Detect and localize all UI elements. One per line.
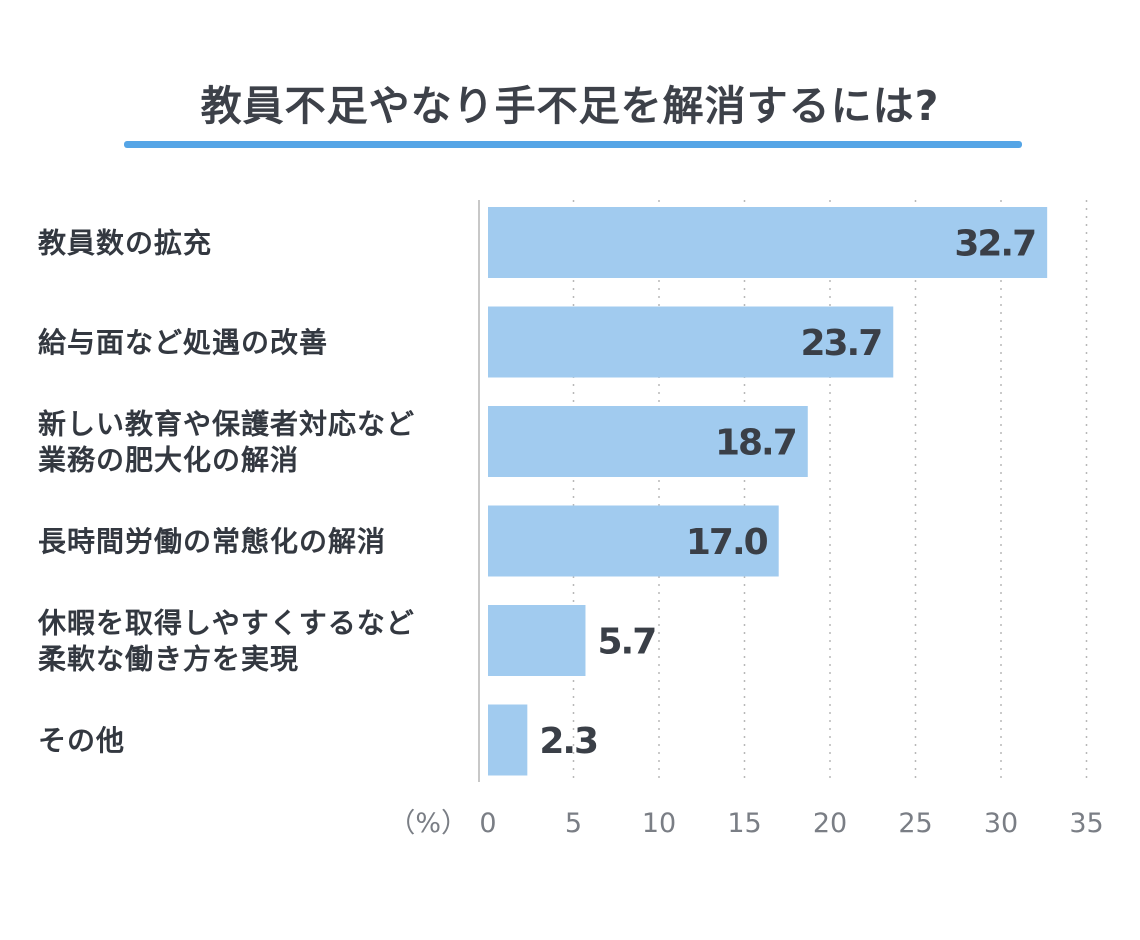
unit-label: （%） [388, 808, 468, 839]
bar-1 [488, 207, 1048, 278]
category-label-5-line-2: 柔軟な働き方を実現 [38, 643, 299, 676]
x-tick-label-30: 30 [984, 808, 1018, 839]
category-label-4: 長時間労働の常態化の解消 [38, 525, 386, 558]
category-label-6: その他 [38, 724, 125, 757]
x-tick-label-25: 25 [898, 808, 932, 839]
category-label-5-line-1: 休暇を取得しやすくするなど [37, 607, 415, 640]
x-tick-label-20: 20 [813, 808, 847, 839]
value-label-2: 23.7 [800, 323, 881, 364]
x-tick-label-5: 5 [565, 808, 582, 839]
category-label-1: 教員数の拡充 [38, 227, 212, 260]
value-label-4: 17.0 [686, 522, 768, 563]
x-tick-label-0: 0 [479, 808, 496, 839]
category-label-3-line-2: 業務の肥大化の解消 [38, 444, 299, 477]
value-label-3: 18.7 [715, 423, 796, 464]
title-underline [124, 141, 1022, 148]
x-tick-label-35: 35 [1069, 808, 1103, 839]
category-label-2: 給与面など処遇の改善 [38, 326, 328, 359]
bar-3 [488, 406, 808, 477]
value-label-5: 5.7 [597, 622, 655, 663]
x-tick-label-15: 15 [727, 808, 761, 839]
bar-4 [488, 505, 779, 577]
category-label-3-line-1: 新しい教育や保護者対応など [38, 408, 415, 441]
bar-5 [488, 605, 586, 676]
value-label-6: 2.3 [539, 721, 597, 762]
bar-6 [488, 704, 528, 776]
chart-title: 教員不足やなり手不足を解消するには? [200, 82, 940, 130]
x-tick-label-10: 10 [642, 808, 676, 839]
bar-2 [488, 306, 894, 378]
value-label-1: 32.7 [954, 224, 1035, 265]
